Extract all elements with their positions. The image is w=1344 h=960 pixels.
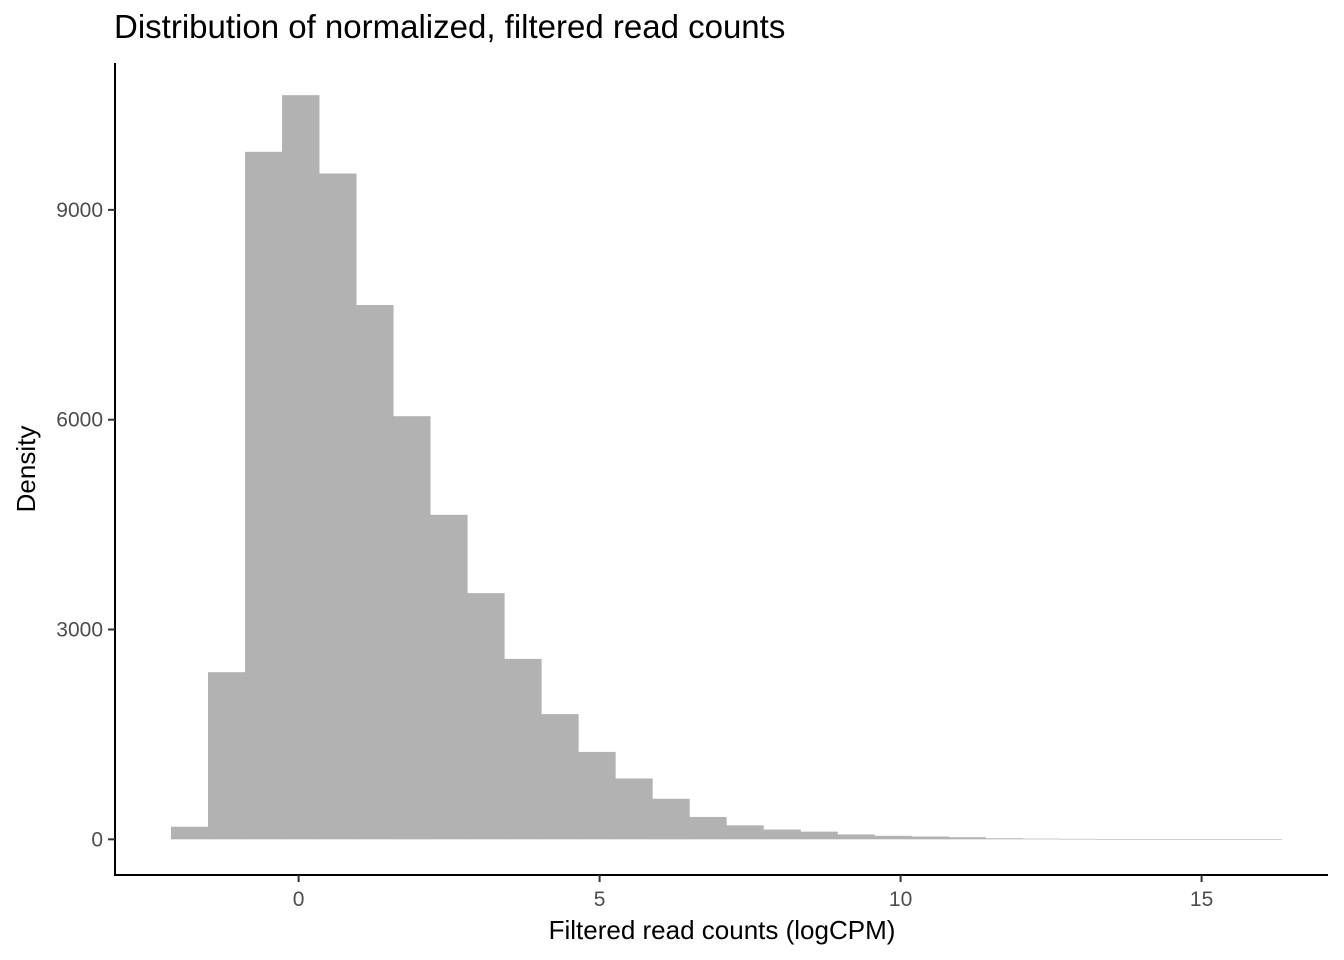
- histogram-bar-1: [208, 672, 246, 840]
- histogram-bar-22: [985, 838, 1023, 840]
- histogram-bar-26: [1133, 839, 1171, 840]
- histogram-bar-12: [615, 778, 653, 840]
- histogram-bar-14: [689, 816, 727, 840]
- chart-title: Distribution of normalized, filtered rea…: [114, 8, 785, 45]
- x-tick-label: 15: [1190, 888, 1213, 911]
- histogram-bar-25: [1096, 839, 1134, 840]
- y-tick-label: 6000: [56, 409, 103, 432]
- histogram-bar-20: [911, 836, 949, 840]
- histogram-bar-2: [245, 151, 283, 840]
- x-axis-ticks: 0 5 10 15: [293, 875, 1213, 911]
- histogram-bar-3: [282, 95, 320, 840]
- histogram-bar-4: [319, 173, 357, 840]
- histogram-bar-5: [356, 304, 394, 840]
- y-tick-label: 0: [91, 828, 103, 851]
- histogram-bars: [170, 95, 1283, 840]
- x-tick-label: 5: [594, 888, 606, 911]
- x-tick-label: 10: [889, 888, 912, 911]
- histogram-bar-6: [393, 416, 431, 840]
- histogram-bar-23: [1022, 838, 1060, 840]
- y-tick-label: 9000: [56, 199, 103, 222]
- histogram-bar-24: [1059, 838, 1097, 840]
- histogram-bar-9: [504, 658, 542, 840]
- histogram-bar-29: [1244, 839, 1283, 840]
- histogram-bar-0: [170, 826, 209, 840]
- histogram-bar-13: [652, 798, 690, 840]
- y-axis-ticks: 0 3000 6000 9000: [56, 199, 115, 851]
- histogram-bar-17: [800, 831, 838, 840]
- histogram-bar-15: [726, 825, 764, 840]
- y-axis-title: Density: [11, 426, 41, 513]
- histogram-bar-11: [578, 751, 616, 840]
- histogram-bar-10: [541, 714, 579, 840]
- histogram-bar-16: [763, 829, 801, 840]
- histogram-bar-8: [467, 593, 505, 840]
- histogram-bar-27: [1170, 839, 1208, 840]
- histogram-bar-19: [874, 835, 912, 840]
- x-tick-label: 0: [293, 888, 305, 911]
- histogram-bar-21: [948, 837, 986, 840]
- histogram-bar-18: [837, 834, 875, 840]
- histogram-bar-7: [430, 514, 468, 840]
- x-axis-title: Filtered read counts (logCPM): [549, 915, 896, 945]
- histogram-bar-28: [1207, 839, 1246, 840]
- y-tick-label: 3000: [56, 619, 103, 642]
